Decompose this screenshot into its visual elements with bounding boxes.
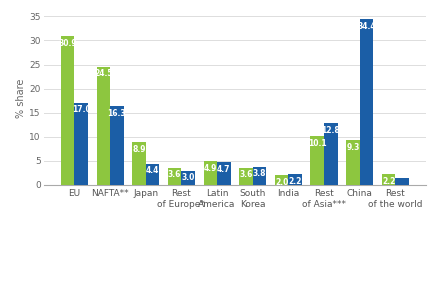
Text: 10.1: 10.1: [307, 139, 326, 148]
Text: 4.4: 4.4: [145, 166, 159, 175]
Bar: [288, 174, 301, 185]
Bar: [359, 19, 372, 185]
Bar: [310, 136, 323, 185]
Text: 16.3: 16.3: [107, 109, 126, 118]
Bar: [203, 161, 217, 185]
Text: 3.8: 3.8: [252, 169, 266, 178]
Text: 9.3: 9.3: [345, 142, 359, 151]
Text: 2.2: 2.2: [288, 177, 301, 186]
Bar: [323, 123, 337, 185]
Bar: [181, 171, 194, 185]
Bar: [274, 175, 288, 185]
Bar: [217, 162, 230, 185]
Bar: [110, 106, 123, 185]
Bar: [252, 167, 266, 185]
Text: 30.9: 30.9: [58, 38, 77, 47]
Bar: [168, 168, 181, 185]
Bar: [145, 164, 159, 185]
Text: 2.0: 2.0: [274, 178, 288, 187]
Bar: [345, 140, 359, 185]
Text: 4.7: 4.7: [217, 165, 230, 174]
Text: 3.6: 3.6: [239, 170, 252, 179]
Text: 2.2: 2.2: [381, 177, 395, 186]
Text: 34.4: 34.4: [356, 22, 375, 31]
Bar: [381, 174, 395, 185]
Text: 3.0: 3.0: [181, 173, 194, 182]
Bar: [395, 178, 408, 185]
Text: 24.5: 24.5: [94, 69, 112, 78]
Text: 3.6: 3.6: [168, 170, 181, 179]
Bar: [96, 67, 110, 185]
Bar: [239, 168, 252, 185]
Bar: [61, 36, 74, 185]
Text: 8.9: 8.9: [132, 144, 145, 153]
Text: 12.8: 12.8: [321, 126, 339, 135]
Bar: [74, 103, 88, 185]
Bar: [132, 142, 145, 185]
Y-axis label: % share: % share: [16, 79, 26, 118]
Text: 17.0: 17.0: [72, 105, 90, 114]
Text: 4.9: 4.9: [203, 164, 217, 173]
